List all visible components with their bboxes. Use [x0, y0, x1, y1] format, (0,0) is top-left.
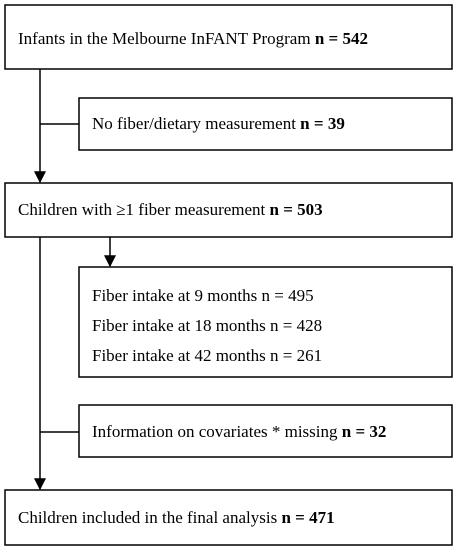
box-text: Infants in the Melbourne InFANT Program … [18, 29, 368, 48]
box [78, 404, 453, 458]
box [4, 182, 453, 238]
box [78, 266, 453, 378]
box-text: Children with ≥1 fiber measurement n = 5… [18, 200, 323, 219]
box-text: No fiber/dietary measurement n = 39 [92, 114, 345, 133]
box [78, 97, 453, 151]
box-line: Fiber intake at 18 months n = 428 [92, 316, 322, 335]
box-line: Fiber intake at 9 months n = 495 [92, 286, 314, 305]
box-line: Fiber intake at 42 months n = 261 [92, 346, 322, 365]
box-text: Children included in the final analysis … [18, 508, 335, 527]
box [4, 4, 453, 70]
box [4, 489, 453, 546]
box-text: Information on covariates * missing n = … [92, 422, 386, 441]
